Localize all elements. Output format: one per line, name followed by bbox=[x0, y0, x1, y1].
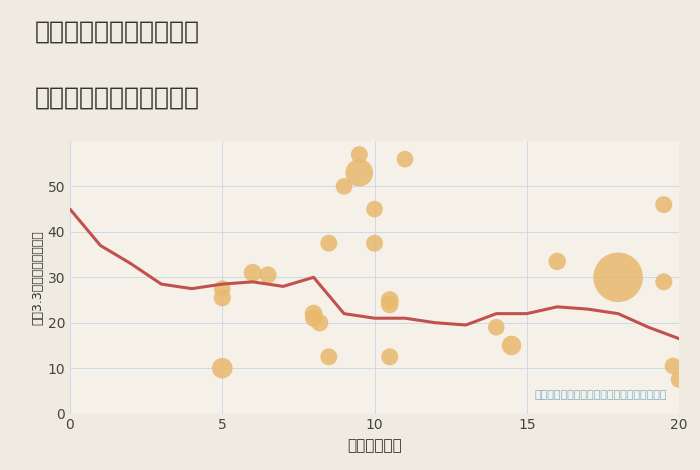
Point bbox=[217, 364, 228, 372]
Point bbox=[262, 271, 274, 279]
Point bbox=[506, 342, 517, 349]
Point bbox=[217, 285, 228, 292]
Point bbox=[658, 201, 669, 208]
Text: 円の大きさは、取引のあった物件面積を示す: 円の大きさは、取引のあった物件面積を示す bbox=[534, 390, 667, 400]
Point bbox=[354, 169, 365, 177]
Point bbox=[314, 319, 326, 327]
Point bbox=[308, 314, 319, 322]
Point bbox=[384, 353, 395, 360]
Point bbox=[339, 183, 350, 190]
Point bbox=[323, 239, 335, 247]
Point bbox=[217, 294, 228, 302]
Point bbox=[399, 156, 410, 163]
Y-axis label: 坪（3.3㎡）単価（万円）: 坪（3.3㎡）単価（万円） bbox=[32, 230, 45, 325]
Point bbox=[247, 269, 258, 276]
X-axis label: 駅距離（分）: 駅距離（分） bbox=[347, 438, 402, 453]
Point bbox=[354, 151, 365, 158]
Point bbox=[658, 278, 669, 286]
Point bbox=[323, 353, 335, 360]
Point bbox=[369, 205, 380, 213]
Point bbox=[308, 310, 319, 317]
Point bbox=[369, 239, 380, 247]
Text: 兵庫県豊岡市日高町野の: 兵庫県豊岡市日高町野の bbox=[35, 20, 200, 44]
Point bbox=[673, 376, 685, 384]
Text: 駅距離別中古戸建て価格: 駅距離別中古戸建て価格 bbox=[35, 86, 200, 110]
Point bbox=[667, 362, 678, 369]
Point bbox=[491, 323, 502, 331]
Point bbox=[384, 301, 395, 308]
Point bbox=[384, 296, 395, 304]
Point bbox=[612, 274, 624, 281]
Point bbox=[552, 258, 563, 265]
